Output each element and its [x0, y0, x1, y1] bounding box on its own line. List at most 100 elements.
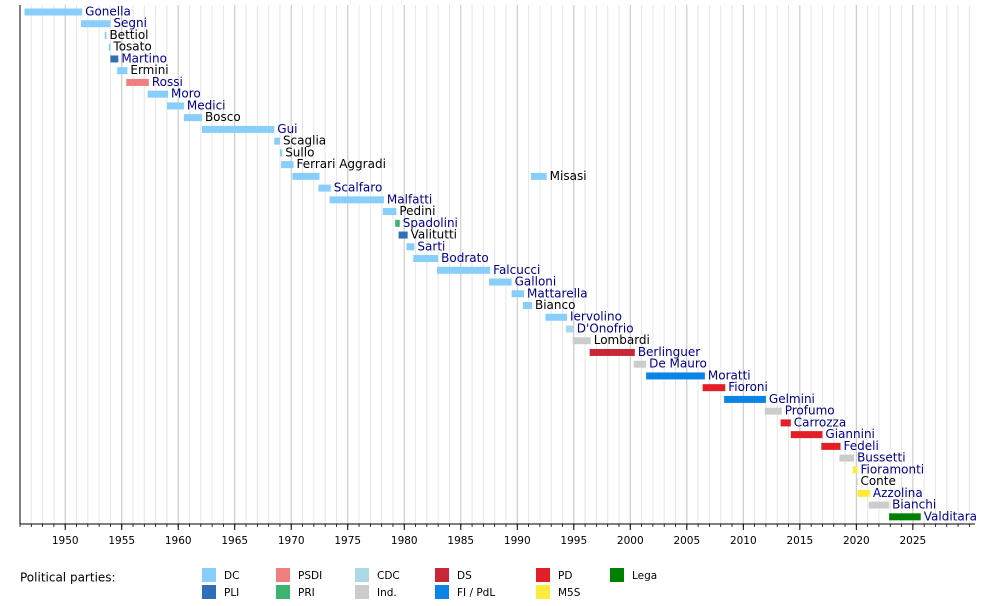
- term-bar: [110, 55, 119, 63]
- minister-label: D'Onofrio: [577, 321, 634, 335]
- minister-label: Bianco: [535, 298, 575, 312]
- minister-label: Ermini: [130, 63, 168, 77]
- minister-label: Sullo: [285, 145, 314, 159]
- term-bar: [511, 290, 525, 298]
- minister-label: Bettiol: [109, 28, 148, 42]
- minister-label: Giannini: [825, 427, 874, 441]
- minister-label: Bosco: [205, 110, 241, 124]
- term-bar: [24, 8, 83, 16]
- minister-label: Scaglia: [283, 134, 326, 148]
- minister-label: De Mauro: [649, 357, 707, 371]
- x-tick-label: 1975: [334, 535, 361, 547]
- legend-label: M5S: [558, 587, 581, 599]
- term-bar: [281, 161, 294, 169]
- minister-label: Bodrato: [441, 251, 489, 265]
- term-bar: [398, 231, 408, 239]
- minister-label: Malfatti: [387, 192, 432, 206]
- term-bar: [382, 208, 397, 216]
- minister-label: Medici: [187, 98, 226, 112]
- term-bar: [839, 454, 855, 462]
- term-bar: [292, 172, 320, 180]
- legend-swatch: [435, 568, 449, 582]
- minister-label: Ferrari Aggradi: [297, 157, 386, 171]
- term-bar: [274, 137, 280, 145]
- term-bar: [724, 395, 766, 403]
- term-bar: [780, 419, 791, 427]
- minister-label: Fioramonti: [860, 462, 924, 476]
- legend-swatch: [202, 568, 216, 582]
- x-tick-label: 1965: [221, 535, 248, 547]
- term-bar: [530, 172, 547, 180]
- legend-swatch: [202, 585, 216, 599]
- x-tick-label: 1960: [165, 535, 192, 547]
- legend-label: CDC: [377, 570, 400, 582]
- minister-label: Bianchi: [892, 498, 936, 512]
- x-tick-label: 1970: [278, 535, 305, 547]
- x-tick-label: 1995: [560, 535, 587, 547]
- minister-label: Conte: [860, 474, 895, 488]
- term-bar: [856, 478, 858, 486]
- term-bar: [852, 466, 858, 474]
- term-bar: [589, 348, 635, 356]
- legend-label: PD: [558, 570, 572, 582]
- x-tick-label: 2010: [730, 535, 757, 547]
- minister-label: Segni: [113, 16, 147, 30]
- minister-label: Berlinguer: [638, 345, 700, 359]
- term-bar: [104, 31, 107, 39]
- minister-label: Bussetti: [857, 451, 905, 465]
- legend-swatch: [355, 585, 369, 599]
- term-bar: [81, 20, 111, 28]
- minister-label: Mattarella: [527, 286, 588, 300]
- minister-label: Lombardi: [594, 333, 650, 347]
- minister-label: Azzolina: [873, 486, 923, 500]
- minister-label: Gui: [277, 122, 297, 136]
- x-tick-label: 2000: [617, 535, 644, 547]
- term-bar: [318, 184, 331, 192]
- term-bar: [183, 114, 202, 122]
- legend-label: Ind.: [377, 587, 397, 599]
- legend-swatch: [355, 568, 369, 582]
- minister-label: Moro: [171, 87, 201, 101]
- legend-swatch: [276, 585, 290, 599]
- legend-label: DS: [457, 570, 472, 582]
- x-tick-label: 1950: [52, 535, 79, 547]
- minister-label: Pedini: [399, 204, 435, 218]
- term-bar: [166, 102, 184, 110]
- minister-label: Profumo: [785, 404, 835, 418]
- legend-label: PLI: [224, 587, 239, 599]
- term-bar: [857, 489, 870, 497]
- legend-swatch: [536, 568, 550, 582]
- minister-label: Galloni: [515, 275, 557, 289]
- legend-label: Lega: [632, 570, 657, 582]
- term-bar: [572, 337, 591, 345]
- minister-label: Gonella: [85, 5, 131, 19]
- legend-swatch: [536, 585, 550, 599]
- minister-label: Spadolini: [403, 216, 458, 230]
- term-bar: [565, 325, 574, 333]
- minister-label: Scalfaro: [334, 181, 383, 195]
- legend-label: PSDI: [298, 570, 322, 582]
- term-bar: [821, 442, 841, 450]
- x-tick-label: 1990: [504, 535, 531, 547]
- legend-label: FI / PdL: [457, 587, 495, 599]
- term-bar: [790, 431, 823, 439]
- minister-label: Carrozza: [794, 415, 846, 429]
- term-bar: [395, 219, 400, 227]
- minister-label: Tosato: [112, 40, 151, 54]
- minister-label: Valditara: [924, 509, 977, 523]
- term-bar: [646, 372, 705, 380]
- legend-title: Political parties:: [20, 571, 116, 585]
- term-bar: [764, 407, 782, 415]
- minister-label: Iervolino: [570, 310, 622, 324]
- term-bar: [117, 67, 128, 75]
- term-bar: [147, 90, 169, 98]
- term-bar: [279, 149, 283, 157]
- term-bar: [201, 125, 275, 133]
- minister-label: Gelmini: [769, 392, 815, 406]
- term-bar: [868, 501, 890, 509]
- minister-label: Rossi: [152, 75, 183, 89]
- x-tick-label: 2005: [673, 535, 700, 547]
- x-tick-label: 1955: [108, 535, 135, 547]
- legend-label: PRI: [298, 587, 315, 599]
